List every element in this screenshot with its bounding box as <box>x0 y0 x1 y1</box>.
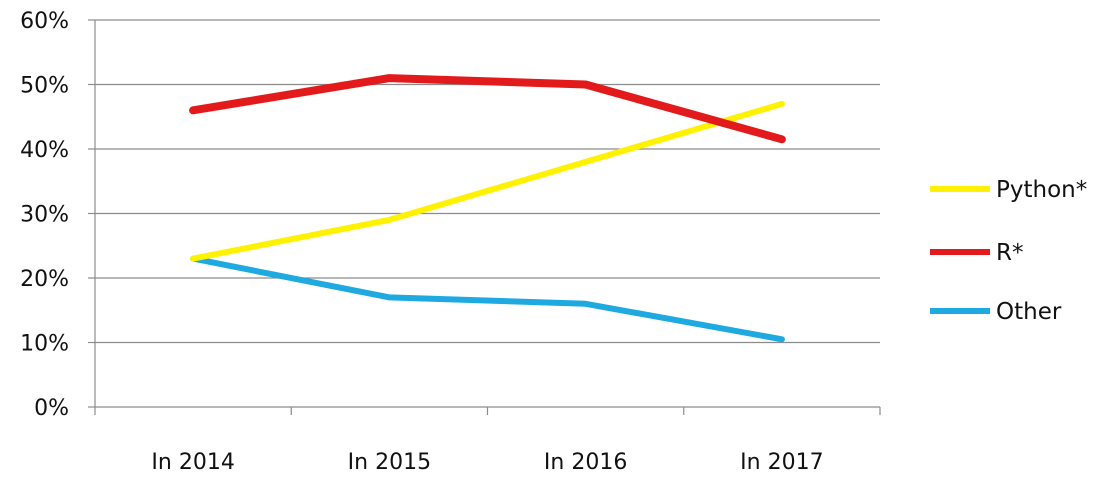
y-axis-labels: 0% 10% 20% 30% 40% 50% 60% <box>20 9 69 421</box>
x-tick-label: In 2017 <box>740 450 823 475</box>
axes <box>88 19 881 415</box>
y-tick-label: 60% <box>20 9 69 34</box>
legend-label: Python* <box>996 177 1087 203</box>
legend-label: R* <box>996 240 1023 266</box>
x-axis-labels: In 2014 In 2015 In 2016 In 2017 <box>151 450 823 475</box>
legend-item: Other <box>930 299 1062 325</box>
y-tick-label: 40% <box>20 138 69 163</box>
legend-label: Other <box>996 299 1062 325</box>
series-line-other <box>190 255 785 343</box>
x-tick-label: In 2015 <box>348 450 431 475</box>
x-tick-label: In 2014 <box>151 450 234 475</box>
y-tick-label: 10% <box>20 332 69 357</box>
y-tick-label: 30% <box>20 203 69 228</box>
series-line-python <box>190 100 785 262</box>
y-tick-label: 50% <box>20 74 69 99</box>
y-tick-label: 20% <box>20 267 69 292</box>
series-line-r <box>189 74 786 144</box>
x-tick-label: In 2016 <box>544 450 627 475</box>
series-lines <box>189 74 786 343</box>
y-tick-label: 0% <box>34 396 69 421</box>
gridlines <box>95 19 880 344</box>
legend-item: Python* <box>930 177 1087 203</box>
legend-item: R* <box>930 240 1023 266</box>
legend: Python* R* Other <box>930 177 1087 325</box>
